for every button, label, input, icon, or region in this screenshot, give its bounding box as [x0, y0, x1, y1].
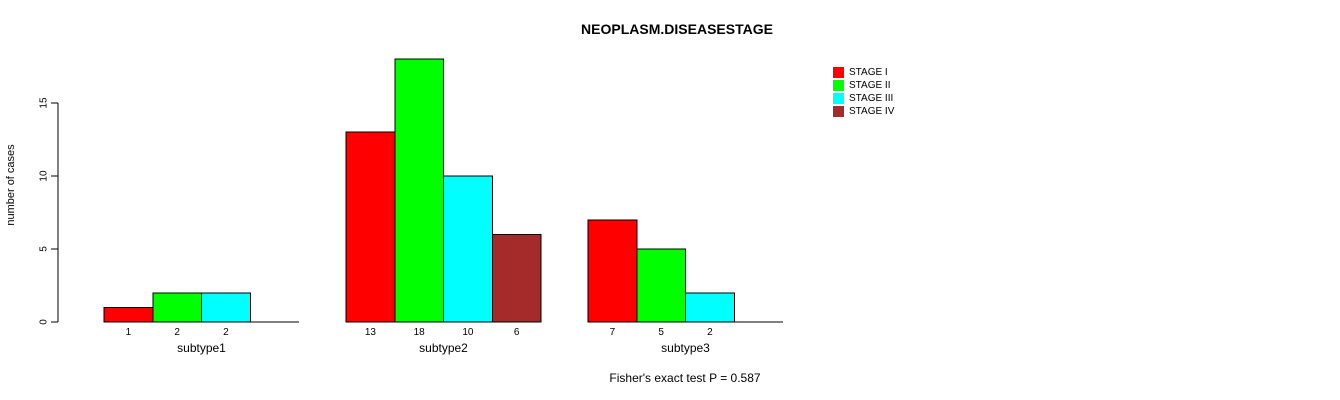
bar-subtype2-stage-iii [443, 175, 493, 323]
legend-row: STAGE III [833, 92, 894, 105]
bar-subtype3-stage-i [587, 219, 638, 323]
legend-swatch-stage4 [833, 106, 844, 117]
x-category-label: subtype3 [661, 341, 710, 355]
bar-subtype1-stage-iii [201, 292, 251, 323]
x-category-label: subtype1 [177, 341, 226, 355]
bar-value-label: 2 [707, 327, 713, 338]
bar-value-label: 2 [174, 327, 180, 338]
legend: STAGE I STAGE II STAGE III STAGE IV [833, 66, 894, 118]
bar-value-label: 13 [365, 327, 377, 338]
bar-subtype2-stage-ii [394, 58, 444, 323]
x-category-label: subtype2 [419, 341, 468, 355]
legend-swatch-stage2 [833, 80, 844, 91]
bar-value-label: 6 [514, 327, 520, 338]
bar-value-label: 10 [462, 327, 474, 338]
y-tick-label: 15 [39, 97, 50, 109]
legend-label: STAGE II [849, 80, 891, 91]
bar-subtype3-stage-iii [685, 292, 735, 323]
bar-subtype2-stage-i [345, 131, 396, 323]
bar-subtype3-stage-ii [636, 248, 686, 323]
bar-subtype2-stage-iv [491, 233, 542, 323]
y-tick-label: 10 [39, 170, 50, 182]
legend-label: STAGE III [849, 93, 894, 104]
bar-value-label: 18 [414, 327, 426, 338]
bar-value-label: 7 [610, 327, 616, 338]
y-axis-label: number of cases [5, 144, 17, 226]
chart-title: NEOPLASM.DISEASESTAGE [581, 21, 773, 37]
legend-swatch-stage3 [833, 93, 844, 104]
y-tick-label: 5 [39, 246, 50, 252]
bar-subtype1-stage-i [103, 306, 154, 323]
legend-row: STAGE II [833, 79, 894, 92]
footnote-fisher-test: Fisher's exact test P = 0.587 [609, 371, 761, 385]
bar-value-label: 1 [126, 327, 132, 338]
y-tick-label: 0 [39, 319, 50, 325]
bar-value-label: 5 [658, 327, 664, 338]
bar-value-label: 2 [223, 327, 229, 338]
legend-row: STAGE IV [833, 105, 894, 118]
bar-subtype1-stage-ii [152, 292, 202, 323]
legend-swatch-stage1 [833, 67, 844, 78]
legend-label: STAGE IV [849, 106, 895, 117]
legend-row: STAGE I [833, 66, 894, 79]
legend-label: STAGE I [849, 67, 888, 78]
